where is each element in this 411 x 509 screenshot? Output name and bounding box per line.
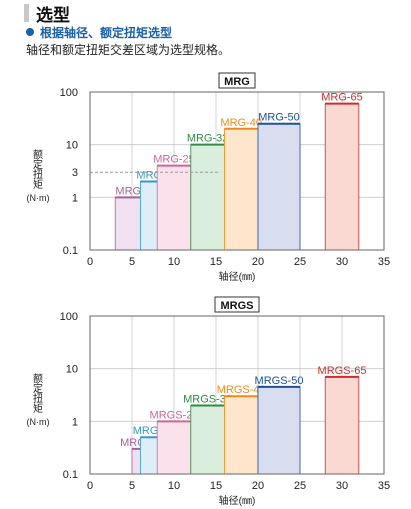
y-tick-label: 1	[72, 416, 78, 428]
bar-mrg-50	[257, 123, 301, 251]
bullet-icon	[26, 28, 34, 36]
y-axis-label: (N·m)	[27, 193, 50, 203]
section-description: 轴径和额定扭矩交差区域为选型规格。	[26, 43, 231, 57]
y-tick-label: 100	[60, 87, 78, 99]
x-tick-label: 5	[129, 256, 135, 268]
x-tick-label: 35	[378, 480, 390, 492]
y-tick-label: 0.1	[63, 245, 78, 257]
y-axis-label: 定	[33, 382, 43, 395]
y-tick-label: 10	[66, 364, 78, 376]
x-axis-label: 轴径(㎜)	[219, 494, 256, 507]
bar-label-mrgs-40: MRGS-40	[217, 384, 266, 396]
y-axis-label: 定	[33, 158, 43, 171]
bar-mrgs-40	[223, 395, 259, 475]
y-tick-label: 10	[66, 140, 78, 152]
bar-label-mrg-65: MRG-65	[321, 92, 363, 104]
chart-title-box	[214, 296, 260, 313]
bar-mrg-32	[190, 144, 225, 251]
bar-mrgs-50	[257, 386, 301, 475]
bar-label-mrgs-50: MRGS-50	[255, 375, 304, 387]
bar-mrg-65	[324, 103, 360, 251]
x-tick-label: 30	[336, 480, 348, 492]
y-axis-label: (N·m)	[27, 417, 50, 427]
x-tick-label: 15	[210, 480, 222, 492]
y-axis-label: 扭	[33, 392, 43, 405]
bar-mrgs-65	[324, 376, 360, 475]
y-axis-label: 矩	[33, 178, 43, 191]
x-tick-label: 20	[252, 256, 264, 268]
x-tick-label: 10	[168, 480, 180, 492]
y-tick-label: 100	[60, 311, 78, 323]
chart-title: MRGS	[221, 300, 254, 312]
x-tick-label: 35	[378, 256, 390, 268]
bar-label-mrg-40: MRG-40	[220, 117, 262, 129]
y-tick-label: 3	[72, 167, 78, 179]
y-axis-label: 扭	[33, 168, 43, 181]
section-subtitle: 根据轴径、额定扭矩选型	[40, 26, 173, 40]
x-tick-label: 10	[168, 256, 180, 268]
x-axis-label: 轴径(㎜)	[219, 270, 256, 283]
x-tick-label: 20	[252, 480, 264, 492]
x-tick-label: 0	[87, 480, 93, 492]
plot-frame	[89, 91, 385, 251]
section-marker	[24, 4, 29, 22]
bar-label-mrgs-25: MRGS-25	[150, 409, 199, 421]
y-tick-label: 0.1	[63, 469, 78, 481]
bar-mrg-25	[156, 165, 192, 251]
bar-mrgs-32	[190, 405, 225, 475]
x-tick-label: 30	[336, 256, 348, 268]
bar-label-mrg-50: MRG-50	[258, 112, 300, 124]
x-tick-label: 25	[294, 480, 306, 492]
bar-label-mrgs-32: MRGS-32	[183, 393, 232, 405]
chart-title-box	[218, 72, 256, 89]
bar-label-mrgs-65: MRGS-65	[318, 365, 367, 377]
x-tick-label: 15	[210, 256, 222, 268]
x-tick-label: 25	[294, 256, 306, 268]
x-tick-label: 0	[87, 256, 93, 268]
y-axis-label: 额	[33, 372, 43, 385]
bar-mrgs-25	[156, 420, 192, 475]
plot-frame	[89, 315, 385, 475]
y-axis-label: 额	[33, 148, 43, 161]
chart-title: MRG	[224, 76, 250, 88]
section-title: 选型	[36, 6, 70, 26]
bar-label-mrg-25: MRG-25	[153, 154, 195, 166]
x-tick-label: 5	[129, 480, 135, 492]
chart-mrg: MRGMRG-16MRG-20MRG-25MRG-32MRG-40MRG-50M…	[27, 72, 390, 283]
bar-label-mrg-32: MRG-32	[187, 133, 229, 145]
bar-mrg-40	[223, 128, 259, 251]
y-tick-label: 1	[72, 192, 78, 204]
chart-mrgs: MRGSMRGS-16MRGS-20MRGS-25MRGS-32MRGS-40M…	[27, 296, 390, 507]
y-axis-label: 矩	[33, 402, 43, 415]
